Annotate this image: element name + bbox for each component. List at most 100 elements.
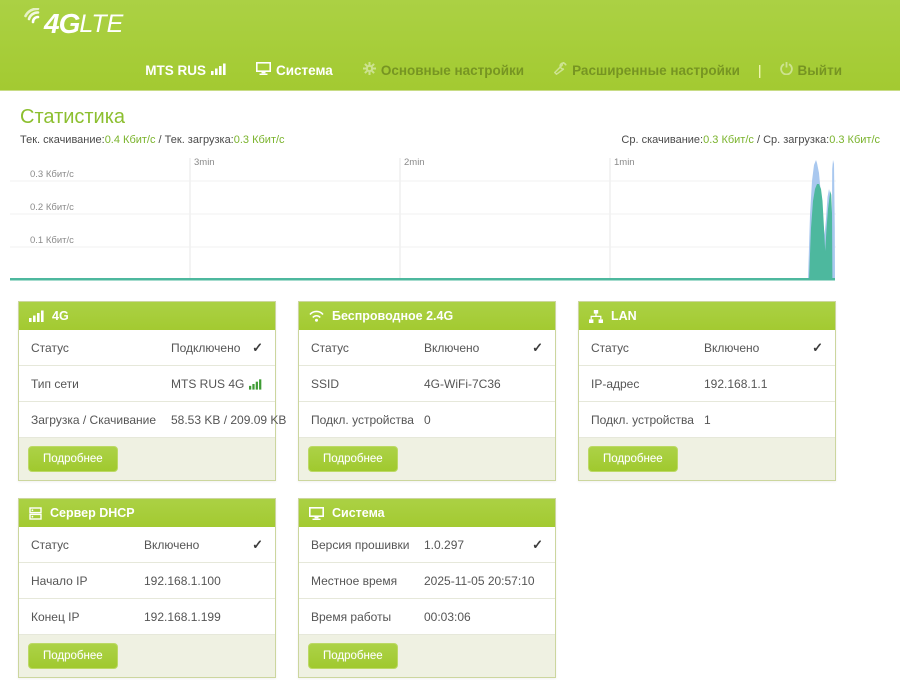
nav-basic-settings[interactable]: Основные настройки	[362, 62, 524, 78]
card-row: Тип сети MTS RUS 4G	[19, 366, 275, 402]
card-rows: Статус Подключено ✓ Тип сети MTS RUS 4G Загру…	[19, 330, 286, 438]
card-footer: Подробнее	[579, 438, 835, 480]
current-download-label: Тек. скачивание:	[20, 134, 105, 146]
card-title: Сервер DHCP	[50, 506, 135, 520]
nav-logout[interactable]: Выйти	[779, 62, 843, 78]
logo-lte-text: LTE	[79, 10, 124, 38]
row-value: Включено	[424, 340, 480, 355]
nav-advanced-settings-label: Расширенные настройки	[572, 62, 740, 78]
card-row: Статус Включено ✓	[579, 330, 835, 366]
nav-operator-label: MTS RUS	[145, 62, 206, 78]
average-upload-value: 0.3 Кбит/с	[829, 134, 880, 146]
card-dhcp: Сервер DHCP Статус Включено ✓ Начало IP 192.…	[18, 498, 276, 678]
upload-area-series	[809, 184, 833, 280]
card-title: Система	[332, 506, 385, 520]
card-4g: 4G Статус Подключено ✓ Тип сети MTS RUS 4G За…	[18, 301, 286, 481]
details-button[interactable]: Подробнее	[588, 446, 678, 472]
card-footer: Подробнее	[299, 635, 555, 677]
card-title: Беспроводное 2.4G	[332, 309, 454, 323]
row-value: 192.168.1.1	[704, 376, 768, 391]
server-icon	[29, 506, 42, 520]
row-label: Загрузка / Скачивание	[31, 412, 156, 427]
card-lan: LAN Статус Включено ✓ IP-адрес 192.168.1.1 По…	[578, 301, 836, 481]
row-value: Подключено	[171, 340, 241, 355]
row-value: 58.53 KB / 209.09 KB	[171, 412, 287, 427]
check-icon: ✓	[252, 536, 263, 552]
nav-advanced-settings[interactable]: Расширенные настройки	[553, 61, 740, 78]
card-rows: Статус Включено ✓ IP-адрес 192.168.1.1 Подкл.…	[579, 330, 835, 438]
current-upload-value: 0.3 Кбит/с	[233, 134, 285, 146]
row-label: Подкл. устройства	[591, 412, 694, 427]
row-label: Тип сети	[31, 376, 79, 391]
check-icon: ✓	[812, 339, 823, 355]
card-row: IP-адрес 192.168.1.1	[579, 366, 835, 402]
row-value: 4G-WiFi-7C36	[424, 376, 501, 391]
row-label: Статус	[31, 340, 69, 355]
card-footer: Подробнее	[19, 635, 275, 677]
average-download-label: Ср. скачивание:	[621, 134, 704, 146]
details-button[interactable]: Подробнее	[308, 446, 398, 472]
card-row: Версия прошивки 1.0.297 ✓	[299, 527, 555, 563]
lan-icon	[589, 309, 603, 323]
details-button[interactable]: Подробнее	[308, 643, 398, 669]
main-nav: MTS RUS Система	[145, 61, 843, 78]
nav-system[interactable]: Система	[256, 62, 333, 78]
card-footer: Подробнее	[19, 438, 275, 480]
row-label: Статус	[31, 537, 69, 552]
signal-waves-icon	[24, 7, 46, 33]
wifi-icon	[309, 310, 324, 322]
row-label: SSID	[311, 376, 340, 391]
card-header: Беспроводное 2.4G	[299, 302, 555, 330]
details-button[interactable]: Подробнее	[28, 643, 118, 669]
row-label: Статус	[591, 340, 629, 355]
card-row: Начало IP 192.168.1.100	[19, 563, 275, 599]
card-footer: Подробнее	[299, 438, 555, 480]
row-label: IP-адрес	[591, 376, 640, 391]
logo-4g-text: 4G	[44, 8, 80, 39]
nav-operator[interactable]: MTS RUS	[145, 63, 226, 78]
row-value: 00:03:06	[424, 609, 471, 624]
row-label: Версия прошивки	[311, 537, 410, 552]
row-label: Конец IP	[31, 609, 80, 624]
card-row: Время работы 00:03:06	[299, 599, 555, 635]
card-row: Статус Включено ✓	[299, 330, 555, 366]
row-label: Статус	[311, 340, 349, 355]
row-value: 192.168.1.100	[144, 573, 221, 588]
current-upload-label: Тек. загрузка:	[164, 134, 234, 146]
check-icon: ✓	[532, 339, 543, 355]
card-rows: Статус Включено ✓ SSID 4G-WiFi-7C36 Подкл. ус…	[299, 330, 555, 438]
card-rows: Статус Включено ✓ Начало IP 192.168.1.100 Кон…	[19, 527, 275, 635]
card-row: Статус Подключено ✓	[19, 330, 275, 366]
row-label: Подкл. устройства	[311, 412, 414, 427]
wrench-icon	[553, 61, 567, 78]
row-value: Включено	[704, 340, 760, 355]
card-row: SSID 4G-WiFi-7C36	[299, 366, 555, 402]
card-rows: Версия прошивки 1.0.297 ✓ Местное время 2025…	[299, 527, 555, 635]
traffic-chart: 3min 2min 1min 0.3 Кбит/с 0.2 Кбит/с 0.1…	[10, 153, 838, 285]
signal-bars-icon	[211, 63, 226, 78]
chart-baseline	[10, 278, 835, 281]
nav-system-label: Система	[276, 62, 333, 78]
row-label: Начало IP	[31, 573, 88, 588]
nav-logout-label: Выйти	[797, 62, 843, 78]
card-title: LAN	[611, 309, 637, 323]
details-button[interactable]: Подробнее	[28, 446, 118, 472]
gear-icon	[362, 62, 376, 78]
y-tick-01: 0.1 Кбит/с	[30, 235, 74, 246]
row-label: Время работы	[311, 609, 392, 624]
card-header: 4G	[19, 302, 275, 330]
card-row: Загрузка / Скачивание 58.53 KB / 209.09 K…	[19, 402, 286, 438]
average-upload-label: Ср. загрузка:	[763, 134, 830, 146]
average-download-value: 0.3 Кбит/с	[703, 134, 754, 146]
y-tick-03: 0.3 Кбит/с	[30, 169, 74, 180]
current-download-value: 0.4 Кбит/с	[104, 134, 156, 146]
cards-grid: 4G Статус Подключено ✓ Тип сети MTS RUS 4G За…	[0, 285, 900, 678]
signal-bars-icon	[29, 310, 44, 322]
row-value: MTS RUS 4G	[171, 377, 263, 391]
power-icon	[779, 62, 793, 78]
average-stats: Ср. скачивание:0.3 Кбит/с / Ср. загрузка…	[621, 134, 880, 146]
row-value: 1.0.297	[424, 537, 465, 552]
x-tick-1min: 1min	[614, 157, 635, 168]
row-label: Местное время	[311, 573, 398, 588]
card-row: Местное время 2025-11-05 20:57:10	[299, 563, 555, 599]
